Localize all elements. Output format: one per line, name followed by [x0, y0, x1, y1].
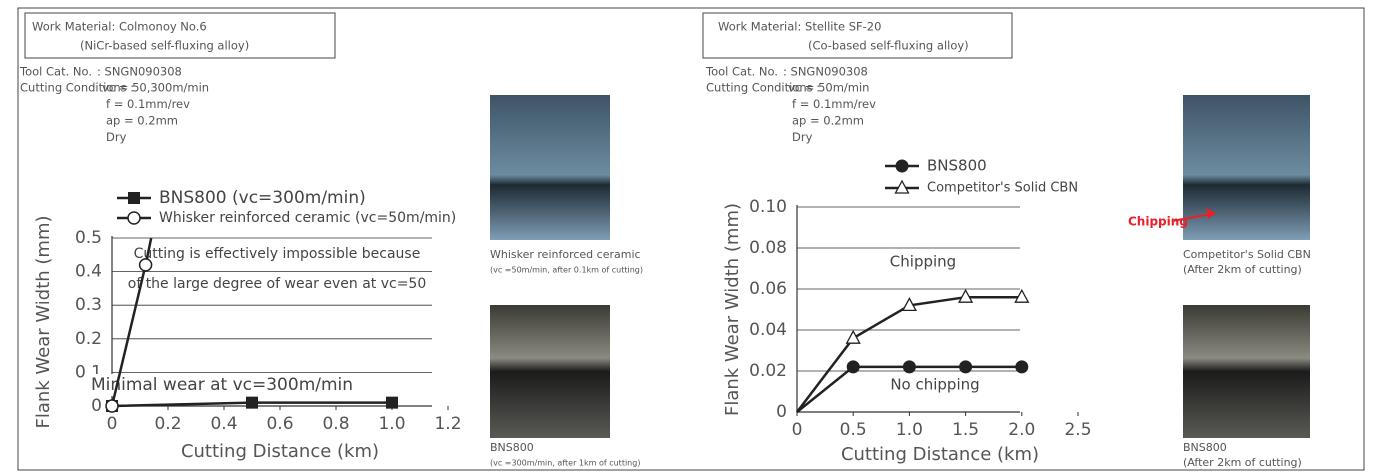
photo: [490, 305, 610, 438]
legend-marker: [895, 159, 909, 173]
marker: [845, 329, 861, 344]
x-axis-title: Cutting Distance (km): [181, 441, 379, 462]
x-tick-label: 1.5: [952, 420, 979, 440]
frame: [17, 7, 1365, 471]
y-tick-label: 0.08: [749, 238, 787, 258]
photo: [1183, 95, 1310, 240]
photo-caption: Whisker reinforced ceramic: [490, 248, 641, 261]
annotation: Minimal wear at vc=300m/min: [91, 375, 353, 395]
marker: [1014, 288, 1030, 303]
callout-arrow: [1171, 213, 1213, 222]
annotation-bg: [86, 374, 358, 396]
photo: [490, 95, 610, 240]
marker: [138, 258, 153, 272]
photo-caption-detail: (After 2km of cutting): [1183, 456, 1302, 469]
marker: [846, 360, 860, 374]
tool-cat-value: : SNGN090308: [783, 65, 868, 79]
marker: [246, 396, 258, 409]
marker: [958, 288, 974, 303]
work-material: Work Material: Stellite SF-20: [718, 20, 881, 34]
work-material-note: (NiCr-based self-fluxing alloy): [80, 39, 249, 53]
condition: f = 0.1mm/rev: [106, 97, 190, 111]
y-tick-label: 0.02: [749, 361, 787, 381]
y-tick-label: 0.06: [749, 279, 787, 299]
tool-cat-label: Tool Cat. No.: [19, 65, 92, 79]
y-axis-title: Flank Wear Width (mm): [722, 203, 743, 416]
legend-label: Whisker reinforced ceramic (vc=50m/min): [159, 210, 456, 226]
marker: [959, 360, 973, 374]
annotation: No chipping: [890, 376, 979, 394]
y-tick-label: 0.04: [749, 320, 787, 340]
x-tick-label: 1.0: [378, 414, 405, 434]
annotation: Chipping: [890, 253, 956, 271]
photo: [1183, 305, 1310, 438]
material-box: [702, 12, 1013, 59]
y-tick-label: 0.2: [75, 329, 102, 349]
work-material-note: (Co-based self-fluxing alloy): [808, 39, 969, 53]
photo-caption: Competitor's Solid CBN: [1183, 248, 1311, 261]
marker: [386, 396, 398, 409]
x-tick-label: 0.6: [266, 414, 293, 434]
photo-caption: BNS800: [490, 441, 534, 454]
material-box: [24, 12, 336, 59]
tool-cat-value: : SNGN090308: [97, 65, 182, 79]
legend-marker: [128, 192, 140, 204]
x-tick-label: 0.8: [322, 414, 349, 434]
y-tick-label: 0: [91, 396, 102, 416]
x-tick-label: 2.0: [1008, 420, 1035, 440]
x-tick-label: 0: [107, 414, 118, 434]
annotation: of the large degree of wear even at vc=5…: [128, 276, 426, 292]
x-axis-title: Cutting Distance (km): [841, 444, 1039, 465]
work-material: Work Material: Colmonoy No.6: [32, 20, 207, 34]
condition: ap = 0.2mm: [792, 114, 864, 128]
callout-arrowhead: [1206, 208, 1216, 219]
marker: [105, 399, 119, 413]
x-tick-label: 0.2: [154, 414, 181, 434]
marker: [901, 297, 917, 312]
series-line: [796, 295, 1022, 413]
x-tick-label: 1.2: [434, 414, 461, 434]
y-tick-label: 0.4: [75, 262, 102, 282]
annotation: Cutting is effectively impossible becaus…: [134, 246, 421, 262]
y-tick-label: 0: [776, 402, 787, 422]
x-tick-label: 2.5: [1064, 420, 1091, 440]
legend-marker: [894, 179, 910, 194]
photo-caption: BNS800: [1183, 441, 1227, 454]
legend-marker: [127, 211, 141, 225]
tool-cat-label: Tool Cat. No.: [705, 65, 778, 79]
x-tick-label: 1.0: [896, 420, 923, 440]
x-tick-label: 0: [792, 420, 803, 440]
legend-label: Competitor's Solid CBN: [927, 181, 1078, 196]
condition: Dry: [106, 130, 127, 144]
y-axis-title: Flank Wear Width (mm): [33, 215, 54, 428]
condition: ap = 0.2mm: [106, 114, 178, 128]
legend-label: BNS800: [927, 157, 987, 175]
photo-caption-detail: (vc =50m/min, after 0.1km of cutting): [490, 266, 643, 275]
photo-caption-detail: (vc =300m/min, after 1km of cutting): [490, 459, 640, 468]
y-tick-label: 0.10: [749, 197, 787, 217]
condition: Dry: [792, 130, 813, 144]
x-tick-label: 0.5: [840, 420, 867, 440]
conditions-label: Cutting Conditions :: [20, 81, 134, 95]
marker: [1015, 360, 1029, 374]
conditions-label: Cutting Conditions :: [706, 81, 820, 95]
legend-label: BNS800 (vc=300m/min): [159, 188, 366, 208]
condition: vc = 50m/min: [788, 81, 869, 95]
photo-caption-detail: (After 2km of cutting): [1183, 263, 1302, 276]
condition: f = 0.1mm/rev: [792, 97, 876, 111]
condition: vc = 50,300m/min: [102, 81, 209, 95]
marker: [902, 360, 916, 374]
x-tick-label: 0.4: [210, 414, 237, 434]
y-tick-label: 0.5: [75, 228, 102, 248]
photo-callout: Chipping: [1128, 215, 1188, 229]
y-tick-label: 0.3: [75, 295, 102, 315]
